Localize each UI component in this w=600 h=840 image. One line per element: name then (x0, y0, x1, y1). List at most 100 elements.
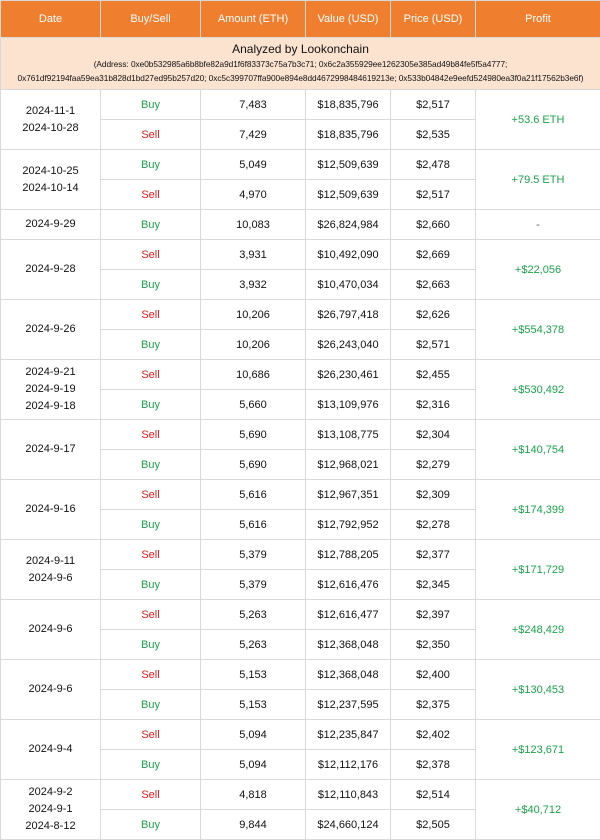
price-cell: $2,377 (391, 540, 476, 570)
side-cell: Buy (101, 690, 201, 720)
side-cell: Buy (101, 750, 201, 780)
amount-cell: 5,049 (201, 150, 306, 180)
amount-cell: 5,153 (201, 690, 306, 720)
amount-cell: 7,483 (201, 90, 306, 120)
profit-cell: +$40,712 (476, 780, 600, 840)
amount-cell: 4,970 (201, 180, 306, 210)
side-cell: Sell (101, 660, 201, 690)
date-text: 2024-9-18 (1, 398, 100, 415)
amount-cell: 5,094 (201, 720, 306, 750)
profit-cell: +$554,378 (476, 300, 600, 360)
price-cell: $2,535 (391, 120, 476, 150)
side-cell: Buy (101, 330, 201, 360)
value-cell: $26,230,461 (306, 360, 391, 390)
value-cell: $10,470,034 (306, 270, 391, 300)
date-cell: 2024-9-6 (1, 600, 101, 660)
header-buy-sell: Buy/Sell (101, 1, 201, 38)
analysis-title: Analyzed by Lookonchain (1, 41, 600, 57)
amount-cell: 5,263 (201, 600, 306, 630)
date-text: 2024-8-12 (1, 818, 100, 835)
date-cell: 2024-9-28 (1, 240, 101, 300)
side-cell: Sell (101, 180, 201, 210)
profit-cell: +$530,492 (476, 360, 600, 420)
side-cell: Sell (101, 240, 201, 270)
profit-cell: +53.6 ETH (476, 90, 600, 150)
amount-cell: 5,660 (201, 390, 306, 420)
date-cell: 2024-9-26 (1, 300, 101, 360)
header-price: Price (USD) (391, 1, 476, 38)
side-cell: Sell (101, 540, 201, 570)
date-text: 2024-10-14 (1, 180, 100, 197)
side-cell: Buy (101, 810, 201, 840)
side-cell: Buy (101, 150, 201, 180)
profit-cell: - (476, 210, 600, 240)
side-cell: Sell (101, 600, 201, 630)
date-text: 2024-9-11 (1, 553, 100, 570)
value-cell: $26,797,418 (306, 300, 391, 330)
price-cell: $2,304 (391, 420, 476, 450)
price-cell: $2,478 (391, 150, 476, 180)
profit-cell: +$174,399 (476, 480, 600, 540)
date-text: 2024-9-6 (1, 570, 100, 587)
value-cell: $12,235,847 (306, 720, 391, 750)
amount-cell: 10,083 (201, 210, 306, 240)
value-cell: $12,368,048 (306, 630, 391, 660)
profit-cell: +$171,729 (476, 540, 600, 600)
value-cell: $12,509,639 (306, 150, 391, 180)
profit-cell: +$22,056 (476, 240, 600, 300)
price-cell: $2,397 (391, 600, 476, 630)
price-cell: $2,517 (391, 90, 476, 120)
date-text: 2024-9-1 (1, 801, 100, 818)
analysis-banner-row: Analyzed by Lookonchain (Address: 0xe0b5… (1, 38, 600, 90)
value-cell: $12,788,205 (306, 540, 391, 570)
address-line: (Address: 0xe0b532985a6b8bfe82a9d1f6f833… (1, 57, 600, 71)
date-text: 2024-9-17 (1, 441, 100, 458)
amount-cell: 4,818 (201, 780, 306, 810)
analysis-banner: Analyzed by Lookonchain (Address: 0xe0b5… (1, 38, 600, 90)
side-cell: Sell (101, 480, 201, 510)
profit-cell: +$140,754 (476, 420, 600, 480)
profit-cell: +$123,671 (476, 720, 600, 780)
price-cell: $2,669 (391, 240, 476, 270)
price-cell: $2,278 (391, 510, 476, 540)
value-cell: $12,616,477 (306, 600, 391, 630)
price-cell: $2,345 (391, 570, 476, 600)
price-cell: $2,517 (391, 180, 476, 210)
side-cell: Buy (101, 510, 201, 540)
date-cell: 2024-9-6 (1, 660, 101, 720)
amount-cell: 10,206 (201, 330, 306, 360)
date-text: 2024-9-2 (1, 784, 100, 801)
amount-cell: 10,686 (201, 360, 306, 390)
amount-cell: 5,690 (201, 420, 306, 450)
side-cell: Sell (101, 300, 201, 330)
value-cell: $12,968,021 (306, 450, 391, 480)
date-text: 2024-9-28 (1, 261, 100, 278)
side-cell: Buy (101, 630, 201, 660)
header-profit: Profit (476, 1, 600, 38)
price-cell: $2,309 (391, 480, 476, 510)
date-text: 2024-11-1 (1, 103, 100, 120)
price-cell: $2,663 (391, 270, 476, 300)
side-cell: Buy (101, 390, 201, 420)
value-cell: $12,616,476 (306, 570, 391, 600)
amount-cell: 5,616 (201, 480, 306, 510)
amount-cell: 3,931 (201, 240, 306, 270)
value-cell: $26,824,984 (306, 210, 391, 240)
price-cell: $2,316 (391, 390, 476, 420)
header-row: Date Buy/Sell Amount (ETH) Value (USD) P… (1, 1, 600, 38)
profit-cell: +79.5 ETH (476, 150, 600, 210)
amount-cell: 5,153 (201, 660, 306, 690)
value-cell: $26,243,040 (306, 330, 391, 360)
price-cell: $2,514 (391, 780, 476, 810)
amount-cell: 5,379 (201, 540, 306, 570)
side-cell: Buy (101, 90, 201, 120)
